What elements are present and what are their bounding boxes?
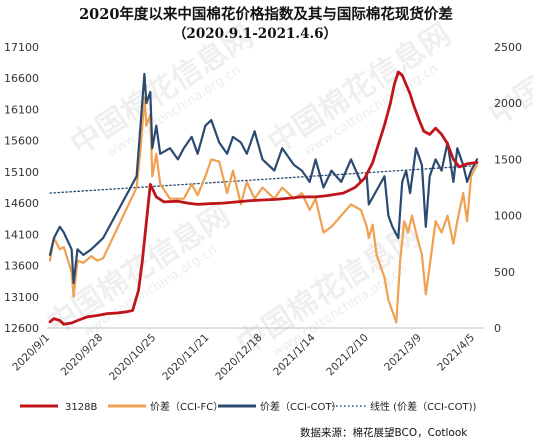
x-tick-label: 2021/3/9 — [382, 332, 424, 374]
x-tick-label: 2020/11/21 — [160, 332, 211, 383]
y-left-tick: 17100 — [4, 41, 39, 54]
x-tick-label: 2020/10/25 — [107, 332, 158, 383]
watermark-brand: 中国棉花信息网 — [483, 0, 533, 133]
y-right-tick: 2500 — [494, 41, 522, 54]
y-axis-right: 0 500 1000 1500 2000 2500 — [494, 41, 522, 335]
chart-subtitle: （2020.9.1-2021.4.6） — [173, 26, 337, 42]
series-line-0 — [48, 70, 479, 326]
source-note: 数据来源：棉花展望BCO，Cotlook — [300, 426, 468, 439]
y-left-tick: 13600 — [4, 260, 39, 273]
watermark: 中国棉花信息网 www.cottonchina.org.cn 中国棉花信息网 w… — [41, 0, 533, 362]
y-axis-left: 12600 13100 13600 14100 14600 15100 15600 16100… — [4, 41, 39, 335]
y-left-tick: 16600 — [4, 72, 39, 85]
y-left-tick: 14100 — [4, 228, 39, 241]
y-right-tick: 0 — [494, 322, 501, 335]
series-layer — [48, 70, 479, 326]
y-left-tick: 13100 — [4, 291, 39, 304]
series-line-1 — [48, 96, 479, 324]
legend-item-cci-cot: 价差（CCI-COT） — [218, 400, 341, 413]
legend-label: 3128B — [65, 402, 97, 413]
y-left-tick: 16100 — [4, 103, 39, 116]
y-right-tick: 2000 — [494, 97, 522, 110]
y-left-tick: 15100 — [4, 166, 39, 179]
legend-item-3128b: 3128B — [20, 402, 97, 413]
x-tick-label: 2020/9/1 — [10, 332, 52, 374]
legend-item-cci-fc: 价差（CCI-FC） — [108, 400, 223, 413]
x-tick-label: 2021/4/5 — [435, 332, 477, 374]
y-left-tick: 12600 — [4, 322, 39, 335]
y-right-tick: 1000 — [494, 210, 522, 223]
series-line-2 — [48, 72, 479, 285]
legend-label: 价差（CCI-FC） — [150, 400, 223, 413]
legend-label: 线性 (价差（CCI-COT)) — [370, 400, 476, 413]
chart-title: 2020年度以来中国棉花价格指数及其与国际棉花现货价差 — [79, 5, 453, 23]
legend: 3128B 价差（CCI-FC） 价差（CCI-COT） 线性 (价差（CCI-… — [20, 400, 476, 413]
x-tick-label: 2021/2/10 — [324, 332, 371, 379]
legend-item-trend: 线性 (价差（CCI-COT)) — [328, 400, 476, 413]
x-tick-label: 2020/9/28 — [59, 332, 106, 379]
legend-label: 价差（CCI-COT） — [260, 400, 341, 413]
y-right-tick: 1500 — [494, 153, 522, 166]
y-right-tick: 500 — [494, 266, 515, 279]
y-left-tick: 14600 — [4, 197, 39, 210]
y-left-tick: 15600 — [4, 135, 39, 148]
